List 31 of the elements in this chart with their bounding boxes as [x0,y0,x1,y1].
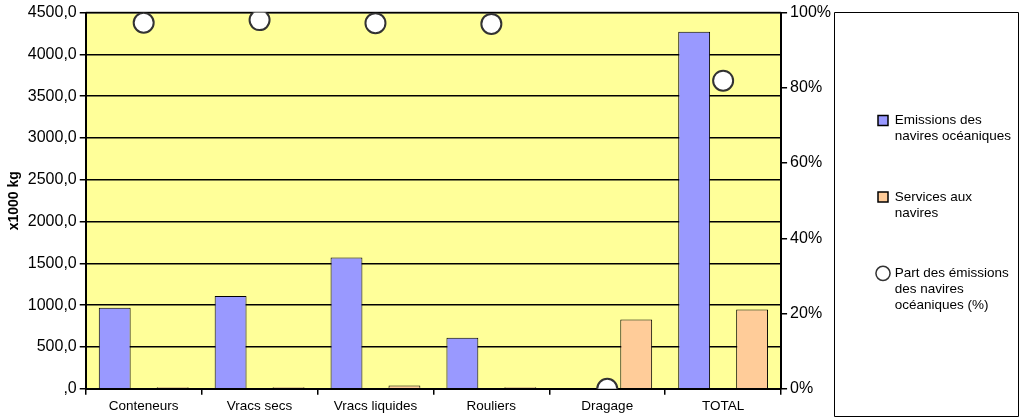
y-tick-label: 4500,0 [27,3,77,21]
y-tick-label: ,0 [63,379,77,397]
legend-label: Services aux navires [894,188,973,220]
legend-label: Part des émissions des navires océaniques (%) [894,265,1010,313]
y2-tick-label: 80% [790,78,823,96]
y2-tick-label: 20% [790,303,823,321]
y-axis-title: x1000 kg [5,171,22,231]
x-tick-label: Vracs liquides [333,397,418,413]
y2-tick-label: 100% [790,3,831,21]
point [364,12,387,35]
point [248,12,271,32]
x-tick-label: Vracs secs [226,397,293,413]
y-tick-label: 4000,0 [27,44,77,62]
y2-tick-label: 60% [790,153,823,171]
y-tick-label: 3000,0 [27,128,77,146]
point [712,69,735,92]
y-tick-label: 2500,0 [27,170,77,188]
point [480,12,503,35]
y2-tick-label: 0% [790,379,814,397]
x-tick-label: Dragage [581,397,634,413]
legend-label: Emissions des navires océaniques [894,112,1012,144]
y-tick-label: 1500,0 [27,253,77,271]
x-tick-label: Conteneurs [108,397,179,413]
y-tick-label: 2000,0 [27,212,77,230]
y-tick-label: 500,0 [36,337,77,355]
point [132,12,155,34]
x-tick-label: Rouliers [466,397,517,413]
x-tick-label: TOTAL [702,397,745,413]
y2-tick-label: 40% [790,228,823,246]
y-tick-label: 1000,0 [27,295,77,313]
y-tick-label: 3500,0 [27,86,77,104]
